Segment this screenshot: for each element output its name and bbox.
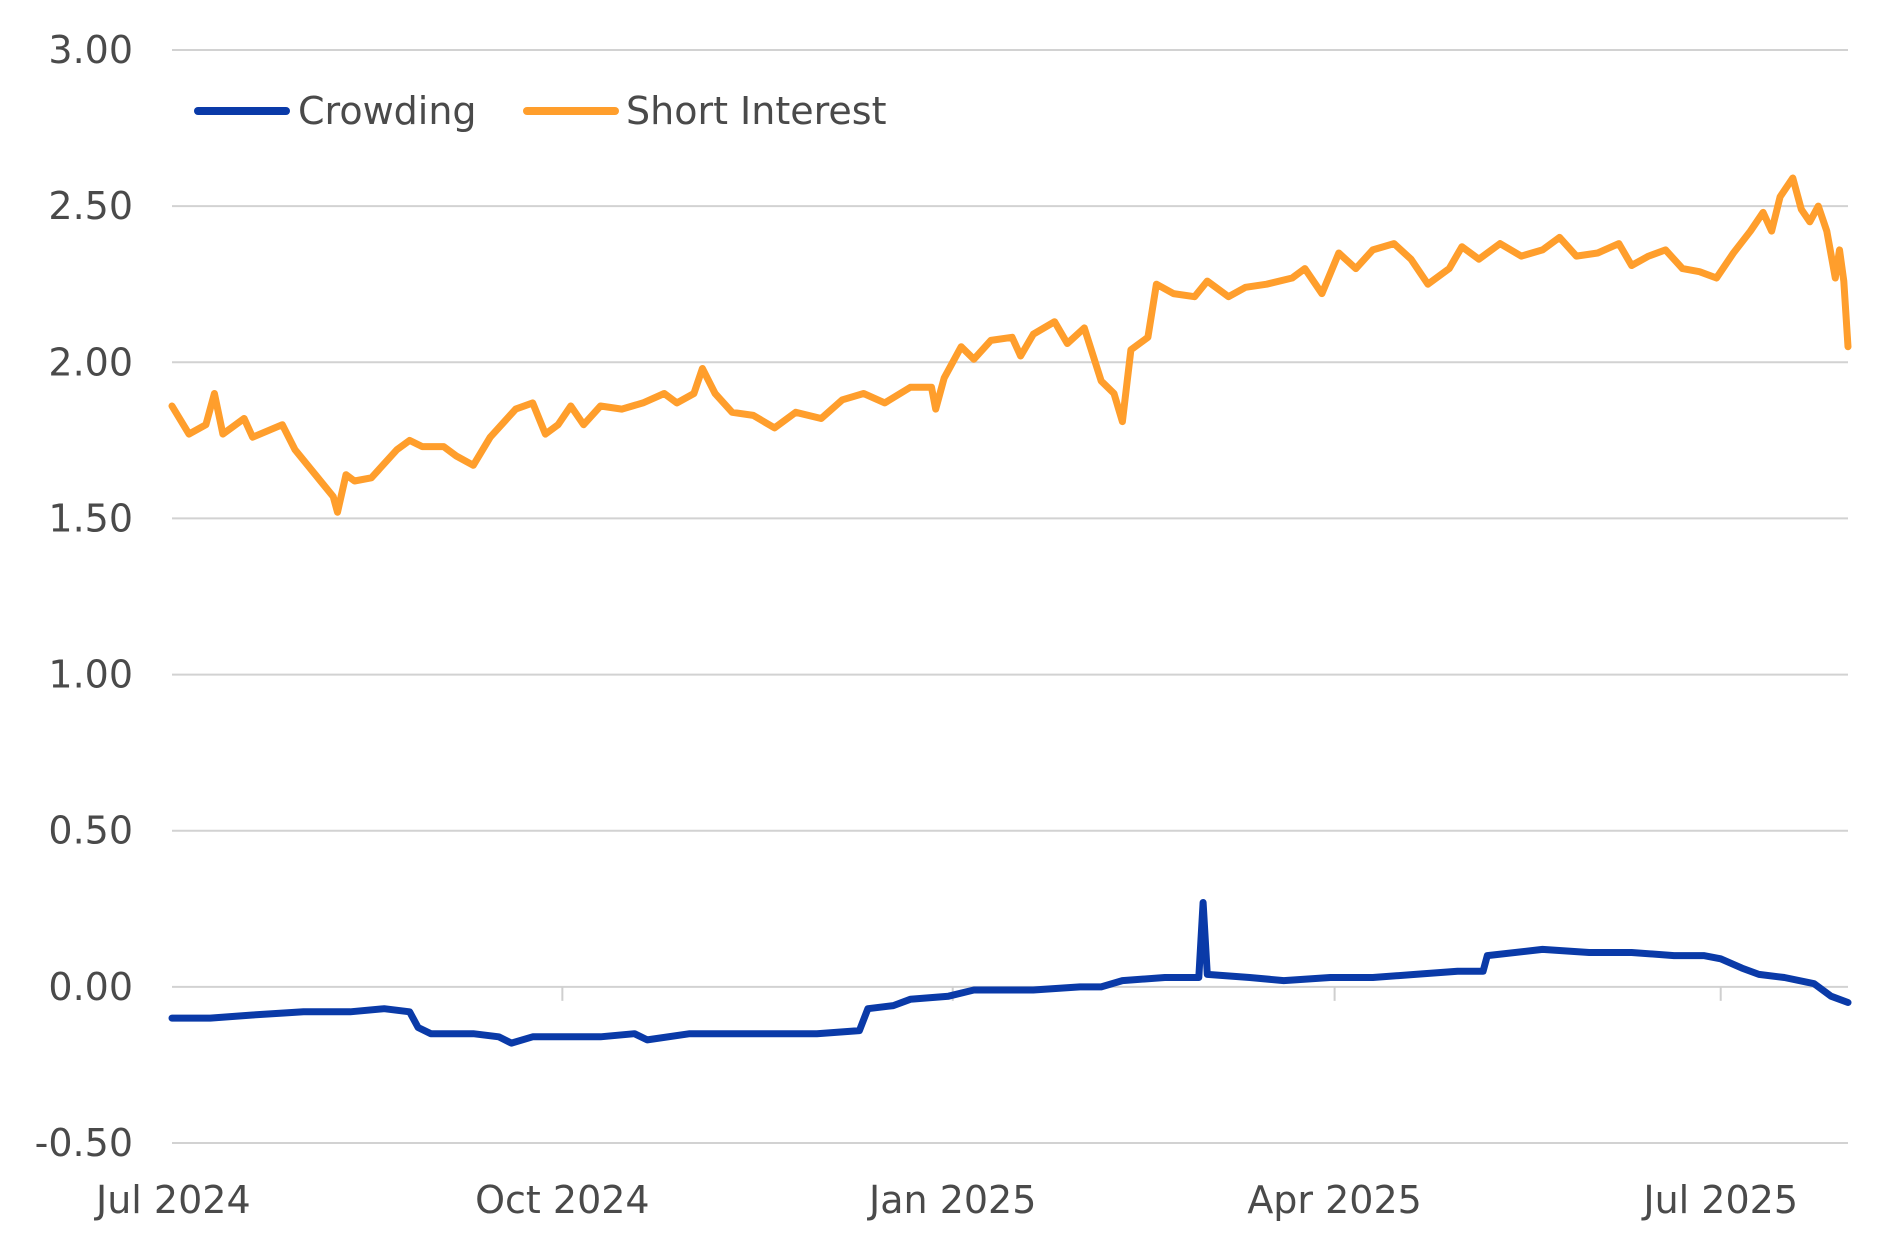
series-line-short-interest (168, 174, 1852, 516)
y-tick-label: 2.50 (48, 184, 133, 228)
series-lines (168, 174, 1852, 1047)
x-tick-label: Jan 2025 (867, 1178, 1036, 1222)
y-tick-label: 1.00 (48, 653, 133, 697)
legend-item-short-interest: Short Interest (523, 89, 887, 133)
x-tick-label: Apr 2025 (1247, 1178, 1422, 1222)
legend: Crowding Short Interest (194, 89, 887, 133)
y-tick-label: -0.50 (35, 1121, 133, 1165)
y-tick-label: 2.00 (48, 340, 133, 384)
legend-label: Crowding (298, 89, 477, 133)
x-tick-label: Jul 2025 (1641, 1178, 1798, 1222)
y-tick-label: 3.00 (48, 28, 133, 72)
legend-label: Short Interest (626, 89, 887, 133)
y-tick-label: 0.00 (48, 965, 133, 1009)
y-tick-label: 1.50 (48, 496, 133, 540)
y-tick-label: 0.50 (48, 809, 133, 853)
x-axis-tick-labels: Jul 2024 Oct 2024 Jan 2025 Apr 2025 Jul 2025 (94, 1178, 1798, 1222)
y-axis-tick-labels: 3.00 2.50 2.00 1.50 1.00 0.50 0.00 -0.50 (35, 28, 133, 1165)
x-tick-label: Jul 2024 (94, 1178, 251, 1222)
series-line-crowding (168, 899, 1852, 1047)
legend-item-crowding: Crowding (194, 89, 477, 133)
x-tick-label: Oct 2024 (475, 1178, 650, 1222)
grid-lines (172, 49, 1848, 1144)
x-tick-marks (561, 986, 1722, 1001)
